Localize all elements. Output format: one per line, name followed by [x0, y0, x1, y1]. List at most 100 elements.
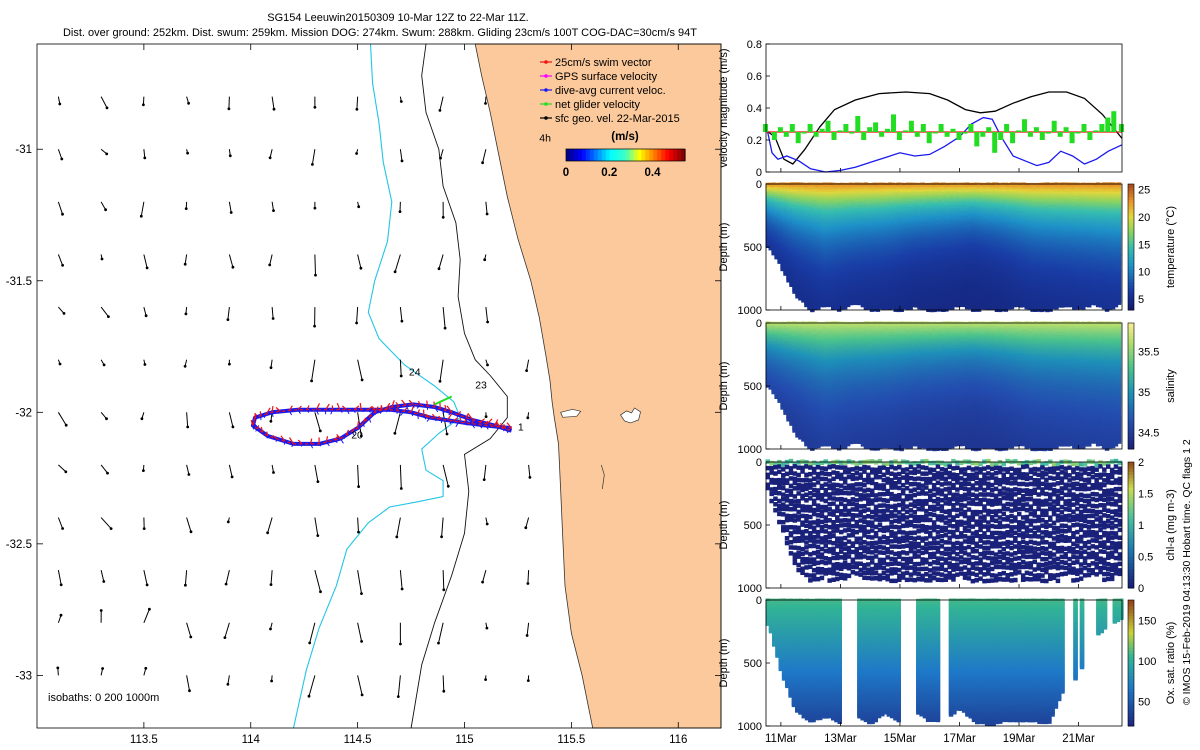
map-x-tick-label: 114	[242, 734, 261, 746]
sfc-velocity-arrowhead	[101, 667, 104, 670]
net-velocity-bar	[980, 132, 985, 137]
net-velocity-bar	[784, 132, 789, 137]
swim-vector	[258, 425, 259, 429]
sfc-velocity-arrowhead	[357, 205, 360, 208]
net-velocity-bar	[1028, 132, 1033, 137]
sfc-velocity-arrowhead	[186, 152, 189, 155]
sfc-velocity-arrowhead	[400, 375, 403, 378]
sfc-velocity-arrowhead	[61, 264, 64, 267]
sfc-velocity-arrowhead	[395, 536, 398, 539]
sfc-velocity-arrowhead	[104, 208, 107, 211]
sfc-velocity-arrowhead	[101, 258, 104, 261]
speed-colorbar-segment	[586, 149, 591, 161]
sfc-velocity-arrowhead	[394, 432, 397, 435]
sfc-velocity-arrowhead	[440, 535, 443, 538]
net-velocity-bar	[849, 132, 854, 134]
speed-colorbar-segment	[566, 149, 571, 161]
map-y-tick-label: -32.5	[6, 539, 32, 551]
sfc-velocity-arrowhead	[64, 470, 67, 473]
sfc-velocity-arrowhead	[143, 157, 146, 160]
net-velocity-bar	[873, 122, 878, 132]
sfc-velocity-arrowhead	[269, 628, 272, 631]
figure-title-line2: Dist. over ground: 252km. Dist. swum: 25…	[63, 27, 697, 39]
sfc-velocity-arrowhead	[442, 588, 445, 591]
sfc-velocity-arrowhead	[272, 471, 275, 474]
sfc-velocity-arrowhead	[360, 640, 363, 643]
sfc-velocity-arrowhead	[270, 366, 273, 369]
sfc-velocity-arrowhead	[483, 258, 486, 261]
map-x-tick-label: 115.5	[557, 734, 585, 746]
sfc-velocity-arrowhead	[100, 609, 103, 612]
net-velocity-bar	[826, 121, 831, 132]
net-velocity-bar	[891, 114, 896, 132]
legend-label: GPS surface velocity	[555, 71, 658, 83]
sfc-velocity-arrowhead	[60, 158, 63, 161]
sfc-velocity-arrowhead	[61, 213, 64, 216]
sfc-velocity-arrowhead	[361, 694, 364, 697]
net-velocity-bar	[1082, 124, 1087, 132]
sfc-velocity-arrowhead	[308, 642, 311, 645]
map-y-tick-label: -32	[15, 407, 32, 419]
sfc-velocity-arrowhead	[481, 581, 484, 584]
map-annotation-label: 20	[351, 430, 363, 442]
speed-colorbar-segment	[590, 149, 595, 161]
sfc-velocity-arrowhead	[486, 627, 489, 630]
net-velocity-bar	[879, 132, 884, 137]
speed-colorbar-segment	[626, 149, 631, 161]
sfc-velocity-arrowhead	[439, 380, 442, 383]
sfc-velocity-arrowhead	[141, 417, 144, 420]
net-velocity-bar	[933, 132, 938, 134]
legend-label: dive-avg current veloc.	[555, 85, 666, 97]
sfc-velocity-arrowhead	[526, 634, 529, 637]
net-velocity-bar	[939, 124, 944, 132]
sfc-velocity-arrowhead	[188, 689, 191, 692]
net-velocity-bar	[808, 124, 813, 132]
net-velocity-bar	[921, 124, 926, 132]
sfc-velocity-arrowhead	[184, 365, 187, 368]
sfc-velocity-arrowhead	[270, 680, 273, 683]
legend-label: sfc geo. vel. 22-Mar-2015	[555, 113, 680, 125]
map-annotation-label: 24	[409, 367, 421, 379]
sfc-velocity-arrowhead	[225, 583, 228, 586]
sfc-velocity-arrowhead	[148, 608, 151, 611]
net-velocity-bar	[814, 132, 819, 137]
velocity-plot-background	[766, 44, 1122, 172]
speed-colorbar-tick-label: 0.4	[645, 167, 662, 179]
sfc-velocity-arrowhead	[60, 614, 63, 617]
sfc-velocity-arrowhead	[268, 264, 271, 267]
sfc-velocity-arrowhead	[184, 584, 187, 587]
sfc-velocity-arrowhead	[447, 485, 450, 488]
speed-colorbar-label: (m/s)	[611, 131, 639, 143]
swim-vector	[434, 402, 435, 407]
net-velocity-bar	[998, 132, 1003, 140]
sfc-velocity-arrowhead	[446, 433, 449, 436]
sfc-velocity-arrowhead	[227, 318, 230, 321]
map-x-tick-label: 116	[669, 734, 687, 746]
sfc-velocity-arrowhead	[110, 527, 113, 530]
map-y-tick-label: -33	[15, 670, 32, 682]
net-velocity-bar	[1040, 132, 1045, 140]
net-velocity-bar	[1087, 132, 1092, 140]
sfc-velocity-arrowhead	[360, 267, 363, 270]
sfc-velocity-arrowhead	[399, 210, 402, 213]
sfc-velocity-arrowhead	[394, 270, 397, 273]
sfc-velocity-arrowhead	[63, 312, 66, 315]
sfc-velocity-arrowhead	[486, 321, 489, 324]
velocity-y-tick-label: 0.6	[747, 71, 762, 83]
sfc-velocity-arrowhead	[60, 583, 63, 586]
net-velocity-bar	[1093, 130, 1098, 132]
sfc-velocity-arrowhead	[190, 530, 193, 533]
speed-colorbar-segment	[614, 149, 619, 161]
speed-colorbar-segment	[633, 149, 638, 161]
velocity-y-axis-label: velocity magnitude (m/s)	[718, 48, 730, 167]
net-velocity-bar	[1076, 132, 1081, 134]
sfc-velocity-arrowhead	[227, 683, 230, 686]
sfc-velocity-arrow	[443, 675, 444, 691]
sfc-velocity-arrowhead	[106, 472, 109, 475]
speed-colorbar-tick-label: 0.2	[601, 167, 617, 179]
speed-colorbar-segment	[673, 149, 678, 161]
net-velocity-bar	[974, 132, 979, 146]
sfc-velocity-arrowhead	[316, 534, 319, 537]
sfc-velocity-arrowhead	[313, 325, 316, 328]
